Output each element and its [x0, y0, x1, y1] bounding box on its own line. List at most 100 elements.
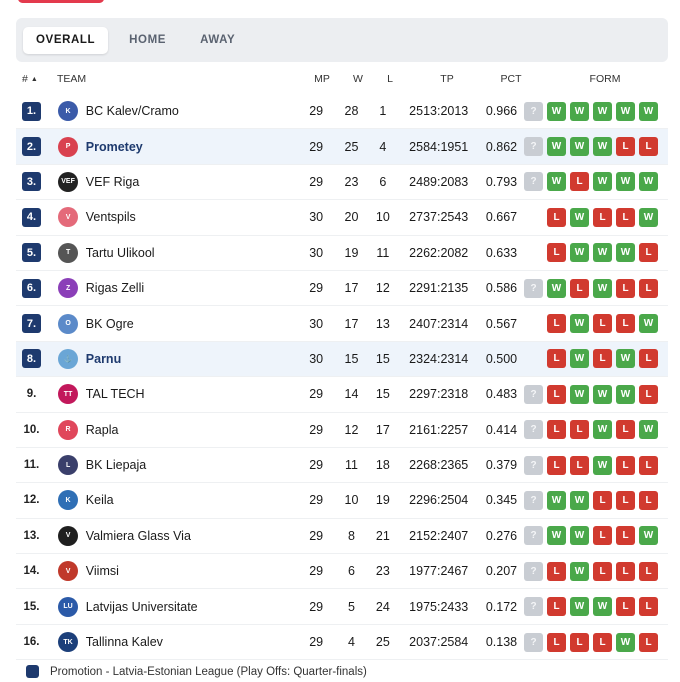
loss-badge[interactable]: L	[639, 597, 659, 617]
win-badge[interactable]: W	[593, 243, 613, 263]
loss-badge[interactable]: L	[639, 137, 659, 157]
loss-badge[interactable]: L	[616, 137, 636, 157]
win-badge[interactable]: W	[639, 101, 659, 121]
win-badge[interactable]: W	[547, 490, 567, 510]
team-name[interactable]: Tartu Ulikool	[85, 245, 155, 260]
table-row[interactable]: 12. K Keila 29 10 19 2296:2504 0.345? W W L L L	[16, 483, 668, 519]
win-badge[interactable]: W	[570, 597, 590, 617]
table-row[interactable]: 10. R Rapla 29 12 17 2161:2257 0.414? L L W L W	[16, 413, 668, 448]
upcoming-match-badge[interactable]: ?	[524, 420, 544, 440]
pct-header[interactable]: PCT	[500, 73, 522, 85]
win-badge[interactable]: W	[616, 632, 636, 652]
win-badge[interactable]: W	[639, 207, 659, 227]
loss-badge[interactable]: L	[593, 632, 613, 652]
upcoming-match-badge[interactable]: ?	[524, 561, 544, 581]
table-row[interactable]: 5. T Tartu Ulikool 30 19 11 2262:2082 0.633 L W W W…	[16, 236, 668, 271]
table-row[interactable]: 15. LU Latvijas Universitate 29 5 24 1975:2433…	[16, 589, 668, 625]
win-badge[interactable]: W	[593, 455, 613, 475]
loss-badge[interactable]: L	[593, 314, 613, 334]
win-badge[interactable]: W	[593, 597, 613, 617]
win-badge[interactable]: W	[547, 172, 567, 192]
loss-badge[interactable]: L	[593, 349, 613, 369]
win-badge[interactable]: W	[616, 172, 636, 192]
win-badge[interactable]: W	[570, 314, 590, 334]
win-badge[interactable]: W	[570, 207, 590, 227]
team-name[interactable]: Latvijas Universitate	[85, 599, 198, 614]
team-header[interactable]: TEAM	[57, 73, 87, 85]
loss-badge[interactable]: L	[570, 172, 590, 192]
loss-badge[interactable]: L	[547, 455, 567, 475]
team-name[interactable]: Rapla	[85, 422, 119, 437]
loss-badge[interactable]: L	[593, 490, 613, 510]
upcoming-match-badge[interactable]: ?	[524, 455, 544, 475]
table-row[interactable]: 14. V Viimsi 29 6 23 1977:2467 0.207? L W L L L	[16, 554, 668, 590]
upcoming-match-badge[interactable]: ?	[524, 278, 544, 298]
win-badge[interactable]: W	[570, 526, 590, 546]
upcoming-match-badge[interactable]: ?	[524, 137, 544, 157]
loss-badge[interactable]: L	[547, 384, 567, 404]
team-name[interactable]: VEF Riga	[85, 174, 140, 189]
upcoming-match-badge[interactable]: ?	[524, 632, 544, 652]
loss-badge[interactable]: L	[639, 455, 659, 475]
upcoming-match-badge[interactable]: ?	[524, 172, 544, 192]
team-name[interactable]: TAL TECH	[85, 387, 145, 402]
win-badge[interactable]: W	[616, 349, 636, 369]
team-name[interactable]: Keila	[85, 493, 114, 508]
loss-badge[interactable]: L	[639, 561, 659, 581]
table-row[interactable]: 16. TK Tallinna Kalev 29 4 25 2037:2584 0.138? L…	[16, 625, 668, 661]
loss-badge[interactable]: L	[616, 561, 636, 581]
win-badge[interactable]: W	[547, 101, 567, 121]
loss-badge[interactable]: L	[547, 207, 567, 227]
team-name[interactable]: Tallinna Kalev	[85, 635, 163, 650]
tp-header[interactable]: TP	[440, 73, 454, 85]
l-header[interactable]: L	[387, 73, 393, 85]
loss-badge[interactable]: L	[639, 384, 659, 404]
loss-badge[interactable]: L	[547, 243, 567, 263]
loss-badge[interactable]: L	[616, 490, 636, 510]
loss-badge[interactable]: L	[639, 632, 659, 652]
win-badge[interactable]: W	[593, 137, 613, 157]
table-row[interactable]: 11. L BK Liepaja 29 11 18 2268:2365 0.379? L L W L L	[16, 448, 668, 484]
team-name[interactable]: BK Ogre	[85, 316, 134, 331]
win-badge[interactable]: W	[616, 384, 636, 404]
win-badge[interactable]: W	[547, 278, 567, 298]
loss-badge[interactable]: L	[616, 526, 636, 546]
win-badge[interactable]: W	[547, 526, 567, 546]
win-badge[interactable]: W	[570, 384, 590, 404]
win-badge[interactable]: W	[570, 561, 590, 581]
table-row[interactable]: 13. V Valmiera Glass Via 29 8 21 2152:2407 0.27…	[16, 519, 668, 555]
win-badge[interactable]: W	[639, 526, 659, 546]
win-badge[interactable]: W	[639, 420, 659, 440]
team-name[interactable]: BC Kalev/Cramo	[85, 104, 179, 119]
table-row[interactable]: 3. VEF VEF Riga 29 23 6 2489:2083 0.793? W L W W W	[16, 165, 668, 201]
loss-badge[interactable]: L	[616, 455, 636, 475]
upcoming-match-badge[interactable]: ?	[524, 101, 544, 121]
loss-badge[interactable]: L	[616, 597, 636, 617]
win-badge[interactable]: W	[547, 137, 567, 157]
loss-badge[interactable]: L	[639, 349, 659, 369]
loss-badge[interactable]: L	[570, 278, 590, 298]
win-badge[interactable]: W	[570, 101, 590, 121]
win-badge[interactable]: W	[570, 490, 590, 510]
team-name[interactable]: Rigas Zelli	[85, 281, 145, 296]
loss-badge[interactable]: L	[547, 349, 567, 369]
win-badge[interactable]: W	[593, 278, 613, 298]
win-badge[interactable]: W	[616, 101, 636, 121]
loss-badge[interactable]: L	[547, 314, 567, 334]
table-row[interactable]: 4. V Ventspils 30 20 10 2737:2543 0.667 L W L L W	[16, 200, 668, 236]
loss-badge[interactable]: L	[547, 597, 567, 617]
w-header[interactable]: W	[353, 73, 363, 85]
tab-away[interactable]: AWAY	[200, 34, 236, 46]
loss-badge[interactable]: L	[547, 420, 567, 440]
table-row[interactable]: 1. K BC Kalev/Cramo 29 28 1 2513:2013 0.966? W W W…	[16, 94, 668, 130]
upcoming-match-badge[interactable]: ?	[524, 490, 544, 510]
loss-badge[interactable]: L	[616, 314, 636, 334]
loss-badge[interactable]: L	[593, 561, 613, 581]
upcoming-match-badge[interactable]: ?	[524, 384, 544, 404]
win-badge[interactable]: W	[570, 243, 590, 263]
loss-badge[interactable]: L	[639, 278, 659, 298]
team-name[interactable]: Valmiera Glass Via	[85, 528, 191, 543]
loss-badge[interactable]: L	[639, 243, 659, 263]
team-name[interactable]: Viimsi	[85, 564, 119, 579]
loss-badge[interactable]: L	[616, 420, 636, 440]
